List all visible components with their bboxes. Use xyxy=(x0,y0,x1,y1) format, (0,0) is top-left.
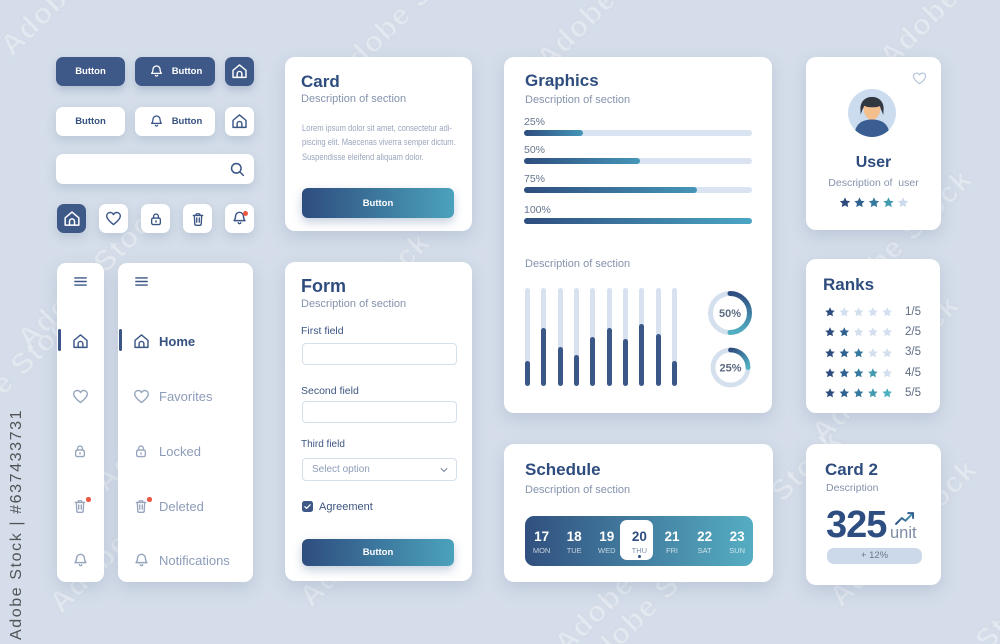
svg-text:25%: 25% xyxy=(719,363,741,375)
svg-text:50%: 50% xyxy=(718,308,740,320)
